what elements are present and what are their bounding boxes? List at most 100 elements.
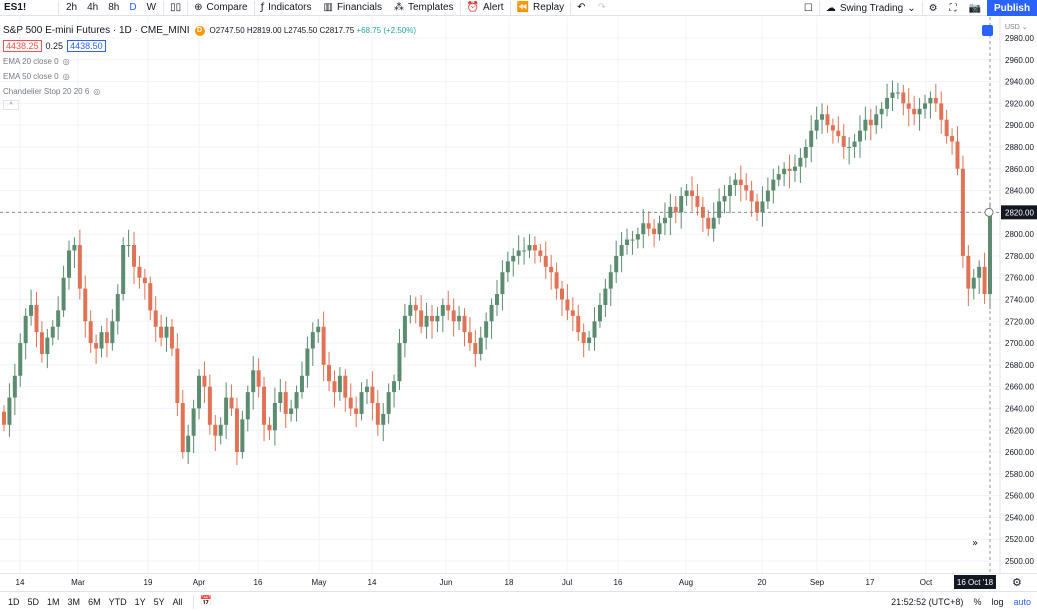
financials-button[interactable]: ▥ Financials	[318, 0, 388, 16]
candle-body	[673, 206, 678, 213]
clock-time[interactable]: 21:52:52 (UTC+8)	[891, 597, 964, 607]
candle-body	[104, 332, 109, 344]
candle-body	[570, 310, 575, 316]
eye-crossed-icon[interactable]: ◎	[62, 57, 70, 66]
bottom-bar-right: 21:52:52 (UTC+8) % log auto	[891, 592, 1031, 611]
range-1m[interactable]: 1M	[47, 596, 60, 607]
redo-icon: ↷	[597, 2, 606, 13]
lock-scale-button[interactable]	[982, 25, 993, 36]
publish-button[interactable]: Publish	[987, 0, 1037, 16]
divider	[187, 0, 189, 15]
timeframe-4h[interactable]: 4h	[87, 2, 99, 13]
candle-body	[522, 250, 527, 252]
timeframe-d[interactable]: D	[129, 2, 137, 13]
candle-body	[343, 375, 348, 398]
candle-body	[132, 245, 137, 267]
candle-body	[950, 136, 955, 142]
candle-body	[213, 424, 218, 436]
candle-body	[738, 179, 743, 186]
candle-body	[186, 435, 191, 453]
currency-label: USD ⌄	[1005, 24, 1028, 31]
candle-body	[879, 108, 884, 115]
scroll-to-realtime-button[interactable]: »	[972, 538, 978, 549]
replay-button[interactable]: ⏪ Replay	[511, 0, 571, 16]
undo-icon: ↶	[577, 2, 586, 13]
price-tick-label: 2840.00	[1005, 187, 1034, 196]
candle-body	[12, 375, 17, 398]
log-toggle[interactable]: log	[991, 597, 1004, 607]
range-ytd[interactable]: YTD	[108, 596, 127, 607]
candle-body	[88, 321, 93, 344]
timeframe-8h[interactable]: 8h	[108, 2, 120, 13]
candle-body	[121, 245, 126, 295]
price-chart[interactable]: 2980.00 2960.00 2940.00 2920.00 2900.00 2880.…	[0, 17, 1037, 573]
range-1y[interactable]: 1Y	[134, 596, 146, 607]
toolbar-right: ☐ ☁ Swing Trading ⌄ ⚙ ⛶ 📷	[798, 0, 987, 16]
symbol-search[interactable]: ES1!	[4, 2, 27, 13]
candle-body	[619, 245, 624, 256]
indicator-ema20[interactable]: EMA 20 close 0 ◎	[3, 56, 416, 67]
indicators-button[interactable]: ƒ Indicators	[255, 0, 318, 16]
candle-body	[625, 239, 630, 246]
sell-price-button[interactable]: 4438.25	[3, 40, 42, 52]
compare-button[interactable]: ⊕ Compare	[188, 0, 254, 16]
redo-button[interactable]: ↷	[592, 0, 612, 16]
candle-body	[749, 190, 754, 202]
timeframe-w[interactable]: W	[146, 2, 157, 13]
current-price-box	[1001, 205, 1037, 220]
layout-menu[interactable]: ☁ Swing Trading ⌄	[820, 0, 922, 16]
indicator-chandelier-stop[interactable]: Chandelier Stop 20 20 6 ◎	[3, 86, 416, 97]
maximize-button[interactable]: ⛶	[944, 0, 963, 16]
candle-body	[679, 195, 684, 213]
candle-body	[511, 255, 516, 262]
templates-button[interactable]: ⁂ Templates	[388, 0, 460, 16]
candle-body	[7, 397, 12, 425]
candle-body	[283, 392, 288, 414]
candle-body	[576, 315, 581, 333]
eye-crossed-icon[interactable]: ◎	[62, 72, 70, 81]
divider	[192, 594, 194, 609]
timeframe-group: 2h 4h 8h D W	[59, 0, 163, 16]
legend-collapse-button[interactable]: ^	[3, 100, 19, 110]
alert-button[interactable]: ⏰ Alert	[461, 0, 510, 16]
candle-body	[435, 315, 440, 322]
instrument-title[interactable]: S&P 500 E-mini Futures · 1D · CME_MINI	[3, 25, 190, 36]
candle-body	[256, 370, 261, 387]
candle-body	[440, 304, 445, 316]
candle-body	[34, 304, 39, 333]
candle-body	[868, 119, 873, 126]
goto-date-button[interactable]: 📅	[194, 594, 218, 610]
chart-type-button[interactable]: ▯▯	[164, 0, 187, 16]
time-axis[interactable]: 14 Mar 19 Apr 16 May 14 Jun 18 Jul 16 Aug 20 Sep 17 Oct…	[0, 573, 1037, 590]
range-all[interactable]: All	[172, 596, 183, 607]
range-6m[interactable]: 6M	[88, 596, 101, 607]
candle-body	[646, 223, 651, 229]
chart-area[interactable]: 2980.00 2960.00 2940.00 2920.00 2900.00 2880.…	[0, 17, 1037, 573]
market-status-badge: D	[194, 25, 205, 36]
candle-body	[267, 424, 272, 431]
divider	[570, 0, 572, 15]
candle-body	[890, 92, 895, 98]
percent-toggle[interactable]: %	[973, 597, 982, 607]
candle-body	[771, 179, 776, 191]
range-3m[interactable]: 3M	[67, 596, 81, 607]
axis-settings-icon[interactable]: ⚙	[1012, 576, 1022, 589]
range-5y[interactable]: 5Y	[153, 596, 165, 607]
candle-body	[321, 326, 326, 365]
snapshot-button[interactable]: 📷	[963, 0, 987, 16]
auto-scale-toggle[interactable]: auto	[1013, 597, 1031, 607]
candle-body	[175, 348, 180, 404]
range-1d[interactable]: 1D	[8, 596, 20, 607]
candle-body	[137, 266, 142, 278]
settings-button[interactable]: ⚙	[923, 0, 944, 16]
gear-icon: ⚙	[928, 2, 938, 14]
candle-body	[538, 250, 543, 256]
candle-body	[706, 217, 711, 229]
buy-price-button[interactable]: 4438.50	[67, 40, 106, 52]
fullscreen-toggle[interactable]: ☐	[798, 0, 819, 16]
range-5d[interactable]: 5D	[27, 596, 40, 607]
undo-button[interactable]: ↶	[571, 0, 591, 16]
timeframe-2h[interactable]: 2h	[66, 2, 78, 13]
indicator-ema50[interactable]: EMA 50 close 0 ◎	[3, 71, 416, 82]
eye-crossed-icon[interactable]: ◎	[93, 87, 101, 96]
